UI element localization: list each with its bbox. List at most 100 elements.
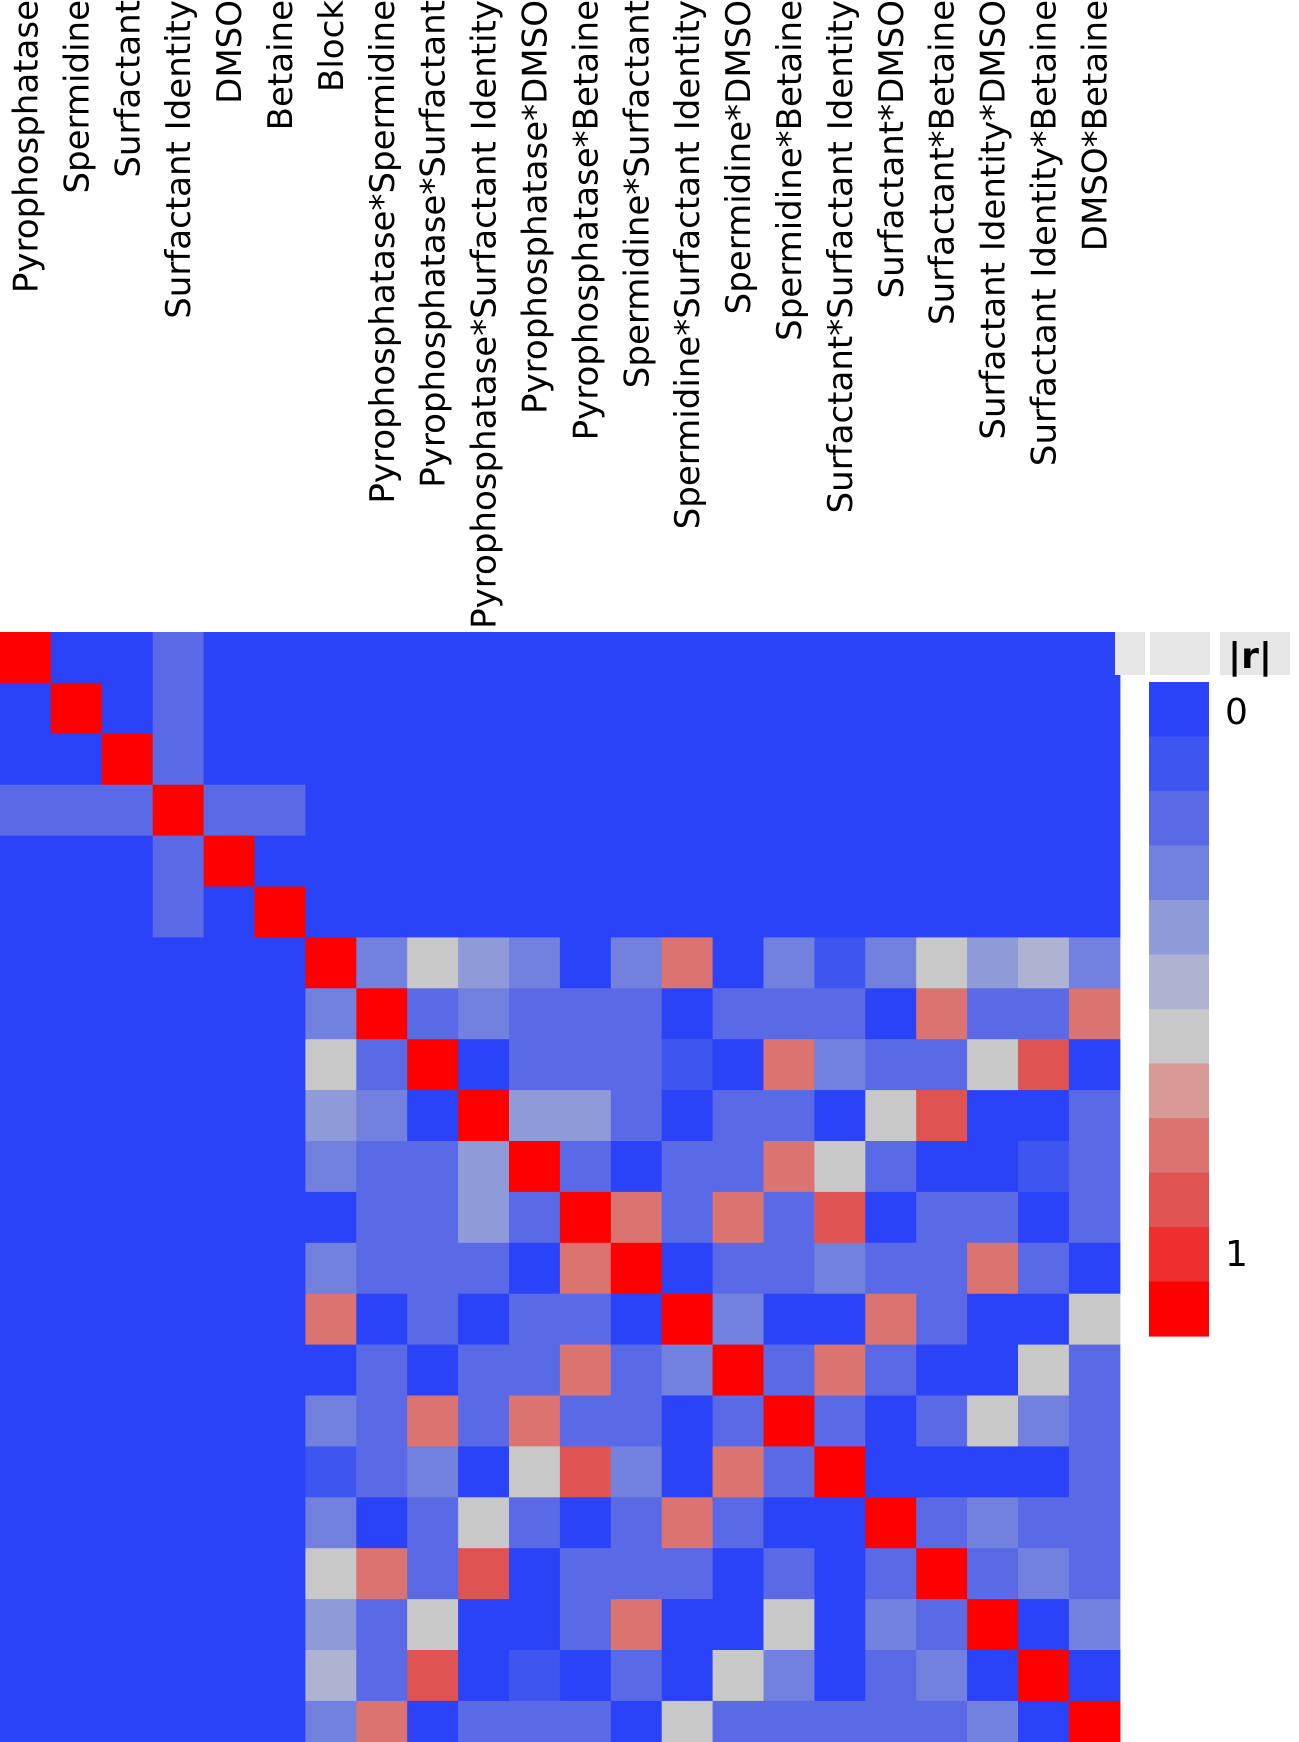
heatmap-cell [610, 632, 663, 684]
heatmap-cell [203, 835, 256, 888]
heatmap-cell [1068, 1650, 1121, 1702]
heatmap-cell [203, 1191, 256, 1244]
heatmap-cell [152, 1548, 205, 1600]
heatmap-cell [509, 1293, 561, 1346]
heatmap-cell [101, 784, 154, 837]
heatmap-cell [254, 1548, 306, 1600]
heatmap-cell [712, 1395, 765, 1447]
heatmap-cell [712, 1650, 765, 1702]
heatmap-cell [152, 1599, 205, 1651]
heatmap-cell [0, 937, 52, 989]
heatmap-cell [1068, 632, 1121, 684]
heatmap-cell [356, 1141, 408, 1193]
heatmap-cell [967, 682, 1019, 735]
heatmap-cell [101, 1650, 154, 1702]
heatmap-cell [254, 1650, 306, 1702]
heatmap-cell [1018, 988, 1070, 1040]
heatmap-cell [610, 1141, 663, 1193]
heatmap-cell [0, 1141, 52, 1193]
heatmap-cell [814, 1548, 866, 1600]
heatmap-cell [458, 835, 510, 888]
heatmap-cell [1018, 1497, 1070, 1549]
heatmap-cell [254, 784, 306, 837]
heatmap-cell [712, 1293, 765, 1346]
heatmap-cell [101, 988, 154, 1040]
heatmap-cell [254, 1599, 306, 1651]
heatmap-cell [152, 1039, 205, 1091]
heatmap-cell [763, 1548, 815, 1600]
heatmap-cell [50, 733, 103, 786]
heatmap-cell [661, 1599, 714, 1651]
heatmap-cell [865, 1599, 917, 1651]
heatmap-cell [814, 1599, 866, 1651]
heatmap-cell [661, 886, 714, 938]
heatmap-cell [1018, 886, 1070, 938]
heatmap-cell [1018, 1293, 1070, 1346]
heatmap-cell [50, 1039, 103, 1091]
heatmap-cell [50, 632, 103, 684]
heatmap-cell [152, 1344, 205, 1397]
heatmap-cell [1068, 1700, 1121, 1742]
heatmap-cell [458, 733, 510, 786]
heatmap-cell [458, 1141, 510, 1193]
heatmap-cell [661, 835, 714, 888]
heatmap-cell [407, 1191, 459, 1244]
heatmap-cell [203, 1700, 256, 1742]
heatmap-cell [50, 1497, 103, 1549]
heatmap-cell [1018, 835, 1070, 888]
heatmap-cell [814, 1650, 866, 1702]
heatmap-cell [610, 1242, 663, 1295]
heatmap-cell [916, 886, 968, 938]
heatmap-cell [305, 1039, 357, 1091]
heatmap-cell [559, 835, 612, 888]
heatmap-cell [610, 1090, 663, 1142]
heatmap-cell [661, 1141, 714, 1193]
heatmap-cell [509, 1599, 561, 1651]
column-label: Surfactant*Surfactant Identity [821, 0, 861, 513]
heatmap-cell [458, 886, 510, 938]
column-label: Pyrophosphatase*Surfactant [414, 0, 454, 488]
heatmap-cell [763, 835, 815, 888]
heatmap-cell [50, 1599, 103, 1651]
heatmap-cell [916, 1191, 968, 1244]
heatmap-cell [203, 1141, 256, 1193]
heatmap-cell [610, 1548, 663, 1600]
heatmap-cell [1068, 937, 1121, 989]
column-label: Pyrophosphatase [7, 0, 47, 293]
heatmap-cell [203, 1039, 256, 1091]
heatmap-cell [1018, 784, 1070, 837]
heatmap-cell [1068, 1293, 1121, 1346]
heatmap-cell [101, 1090, 154, 1142]
heatmap-cell [865, 1548, 917, 1600]
heatmap-cell [610, 1599, 663, 1651]
heatmap-cell [763, 1344, 815, 1397]
heatmap-cell [610, 886, 663, 938]
heatmap-cell [203, 784, 256, 837]
heatmap-cell [101, 1548, 154, 1600]
heatmap-cell [1018, 1700, 1070, 1742]
heatmap-cell [50, 1548, 103, 1600]
heatmap-cell [254, 1039, 306, 1091]
heatmap-cell [407, 1548, 459, 1600]
heatmap-cell [203, 1242, 256, 1295]
heatmap-cell [305, 1344, 357, 1397]
heatmap-cell [916, 937, 968, 989]
heatmap-cell [509, 1395, 561, 1447]
heatmap-cell [610, 1395, 663, 1447]
heatmap-cell [559, 1344, 612, 1397]
heatmap-cell [254, 1191, 306, 1244]
heatmap-cell [865, 1090, 917, 1142]
heatmap-cell [1068, 1599, 1121, 1651]
heatmap-cell [967, 632, 1019, 684]
heatmap-cell [50, 1191, 103, 1244]
heatmap-cell [458, 682, 510, 735]
heatmap-cell [356, 937, 408, 989]
column-label: Pyrophosphatase*Surfactant Identity [465, 0, 505, 629]
heatmap-cell [0, 632, 52, 684]
heatmap-cell [865, 937, 917, 989]
heatmap-cell [509, 1497, 561, 1549]
heatmap-cell [254, 1700, 306, 1742]
column-label: Pyrophosphatase*Betaine [566, 0, 606, 440]
heatmap-cell [967, 1141, 1019, 1193]
heatmap-cell [203, 886, 256, 938]
